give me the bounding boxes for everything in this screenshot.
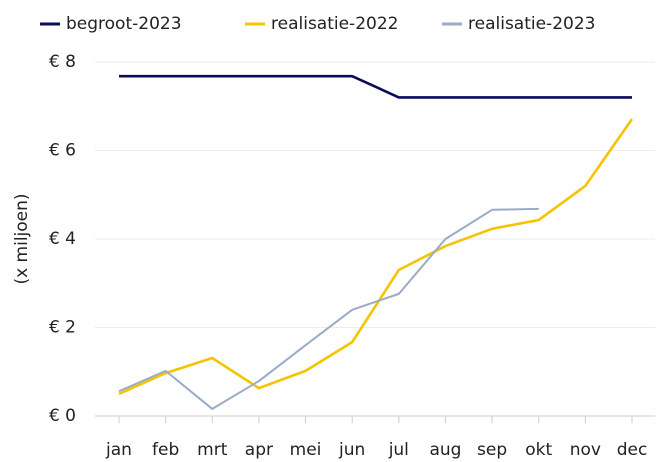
x-tick-label: jun — [338, 440, 365, 460]
x-tick-label: feb — [152, 440, 179, 460]
legend-label: begroot-2023 — [66, 14, 182, 34]
y-tick-label: € 6 — [49, 141, 76, 161]
x-tick-label: dec — [617, 440, 648, 460]
y-tick-label: € 0 — [49, 406, 76, 426]
x-tick-label: sep — [477, 440, 507, 460]
x-tick-label: apr — [245, 440, 273, 460]
x-tick-label: okt — [525, 440, 552, 460]
x-tick-label: mrt — [197, 440, 228, 460]
series-line — [119, 74, 632, 99]
x-tick-label: jan — [105, 440, 132, 460]
series-line — [118, 207, 539, 410]
series-line — [118, 118, 634, 396]
legend-label: realisatie-2023 — [468, 14, 595, 34]
y-tick-label: € 2 — [49, 318, 76, 338]
legend-label: realisatie-2022 — [271, 14, 398, 34]
x-tick-label: jul — [388, 440, 409, 460]
y-tick-label: € 4 — [49, 229, 76, 249]
y-tick-label: € 8 — [49, 52, 76, 72]
y-axis-label: (x miljoen) — [12, 193, 32, 284]
x-tick-label: aug — [429, 440, 461, 460]
x-tick-label: nov — [570, 440, 601, 460]
x-tick-label: mei — [290, 440, 322, 460]
